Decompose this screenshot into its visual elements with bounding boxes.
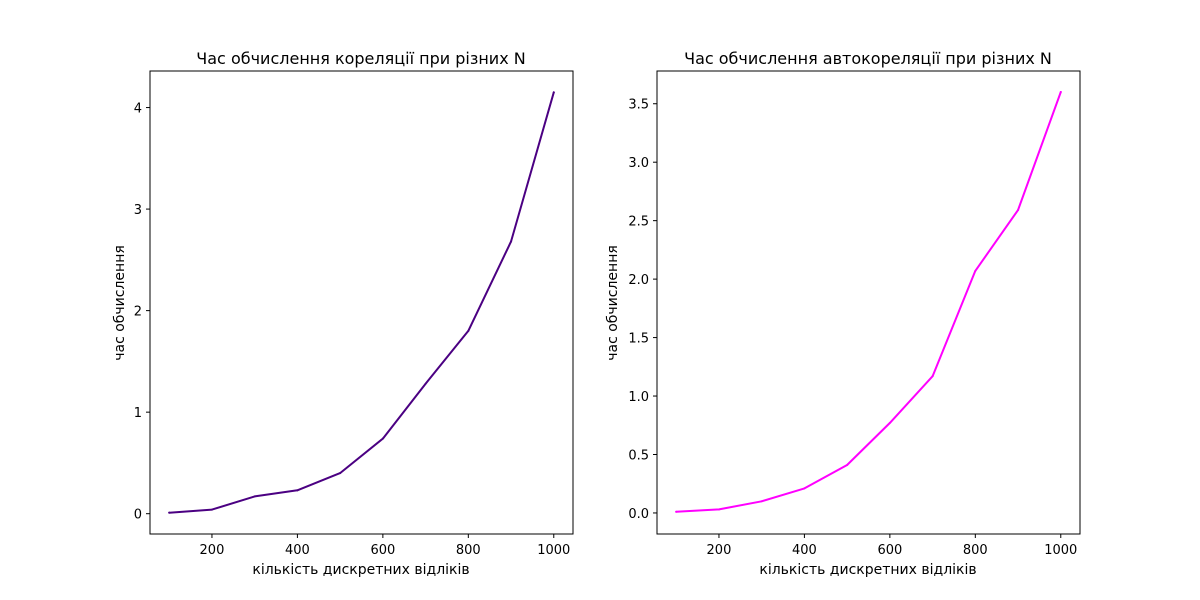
ticks-layer: 200 400 600 800 1000 0.0 0.5 1.0 1.5 2.0 2.5 3.0 3.5 bbox=[628, 98, 1077, 558]
x-axis-label: кількість дискретних відліків bbox=[252, 562, 469, 578]
data-point bbox=[424, 382, 427, 385]
y-tick-label: 2.0 bbox=[628, 273, 649, 288]
data-point bbox=[253, 495, 256, 498]
data-point bbox=[552, 91, 555, 94]
chart-title: Час обчислення автокореляції при різних … bbox=[684, 49, 1052, 68]
y-tick-label: 3.0 bbox=[628, 156, 649, 171]
y-tick-label: 1.5 bbox=[628, 332, 649, 347]
data-point bbox=[974, 269, 977, 272]
series-layer bbox=[675, 91, 1062, 513]
data-point bbox=[931, 375, 934, 378]
y-tick-label: 3 bbox=[134, 203, 142, 218]
x-tick-label: 400 bbox=[792, 543, 817, 558]
x-tick-label: 200 bbox=[200, 543, 225, 558]
x-tick-label: 1000 bbox=[537, 543, 570, 558]
chart-autocorrelation: Час обчислення автокореляції при різних … bbox=[605, 49, 1081, 578]
data-point bbox=[675, 510, 678, 513]
y-tick-label: 3.5 bbox=[628, 98, 649, 113]
series-line bbox=[675, 91, 1062, 513]
data-point bbox=[760, 500, 763, 503]
y-axis-label: час обчислення bbox=[112, 245, 128, 361]
x-tick-label: 800 bbox=[456, 543, 481, 558]
y-tick-label: 0.5 bbox=[628, 448, 649, 463]
y-axis-label: час обчислення bbox=[605, 245, 621, 361]
y-tick-label: 0 bbox=[134, 508, 142, 523]
data-point bbox=[339, 472, 342, 475]
x-tick-label: 1000 bbox=[1044, 543, 1077, 558]
x-tick-label: 400 bbox=[285, 543, 310, 558]
y-tick-label: 1.0 bbox=[628, 390, 649, 405]
data-point bbox=[717, 508, 720, 511]
x-tick-label: 600 bbox=[877, 543, 902, 558]
data-point bbox=[510, 240, 513, 243]
data-point bbox=[168, 511, 171, 514]
y-tick-label: 1 bbox=[134, 406, 142, 421]
y-tick-label: 2.5 bbox=[628, 215, 649, 230]
data-point bbox=[803, 487, 806, 490]
chart-correlation: Час обчислення кореляції при різних N кі… bbox=[112, 49, 574, 578]
data-point bbox=[1017, 209, 1020, 212]
y-tick-label: 2 bbox=[134, 305, 142, 320]
series-line bbox=[168, 91, 555, 514]
data-point bbox=[888, 421, 891, 424]
data-point bbox=[846, 464, 849, 467]
data-point bbox=[296, 489, 299, 492]
data-point bbox=[1059, 91, 1062, 94]
series-layer bbox=[168, 91, 555, 514]
plot-frame bbox=[149, 70, 574, 535]
y-tick-label: 0.0 bbox=[628, 507, 649, 522]
y-tick-label: 4 bbox=[134, 102, 142, 117]
ticks-layer: 200 400 600 800 1000 0 1 2 3 4 bbox=[134, 102, 571, 558]
chart-title: Час обчислення кореляції при різних N bbox=[196, 49, 525, 68]
data-point bbox=[381, 437, 384, 440]
plot-frame bbox=[656, 70, 1081, 535]
x-tick-label: 200 bbox=[707, 543, 732, 558]
x-axis-label: кількість дискретних відліків bbox=[759, 562, 976, 578]
x-tick-label: 600 bbox=[370, 543, 395, 558]
data-point bbox=[210, 508, 213, 511]
x-tick-label: 800 bbox=[963, 543, 988, 558]
data-point bbox=[467, 329, 470, 332]
